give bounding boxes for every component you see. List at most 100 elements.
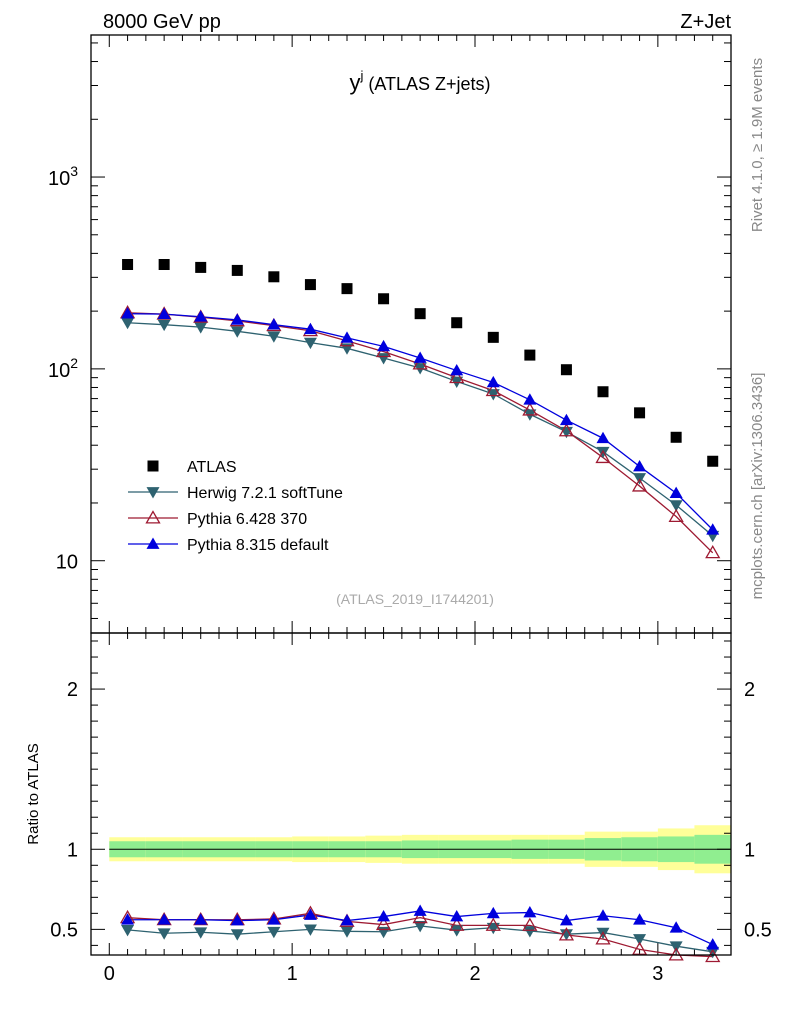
x-tick-label: 0 — [104, 963, 115, 985]
energy-label: 8000 GeV pp — [103, 11, 221, 33]
main-series-point — [194, 310, 208, 322]
ratio-series-point — [485, 917, 501, 931]
ratio-series-point — [669, 921, 683, 933]
main-series-point — [413, 351, 427, 363]
main-series-point — [449, 369, 465, 384]
main-y-tick-base: 10 — [48, 360, 70, 382]
main-series-point — [485, 382, 501, 397]
ratio-series-point — [157, 928, 171, 940]
main-y-tick-label: 103 — [48, 163, 78, 190]
main-series-point — [412, 356, 428, 370]
main-y-tick-label: 102 — [48, 355, 78, 382]
ratio-series-point — [375, 916, 392, 931]
legend-label: Pythia 8.315 default — [187, 537, 329, 554]
chart-title-rest: (ATLAS Z+jets) — [363, 74, 490, 94]
ratio-series-point — [413, 920, 427, 933]
main-series-point — [194, 322, 208, 334]
ratio-series-point — [669, 941, 683, 953]
ratio-series-point — [377, 910, 391, 922]
main-series-point — [486, 375, 500, 388]
ratio-series-point — [559, 914, 573, 926]
ratio-series-point — [450, 925, 464, 937]
ratio-series-point — [596, 909, 610, 921]
main-y-tick-exponent: 2 — [70, 355, 78, 371]
ratio-series-point — [194, 927, 208, 939]
atlas-data-point — [341, 283, 353, 295]
main-series-point — [558, 423, 575, 437]
atlas-data-point — [597, 386, 609, 398]
ratio-series-point — [631, 941, 648, 955]
main-series-point — [450, 364, 464, 376]
main-series-point — [522, 402, 538, 416]
ratio-series-point — [413, 904, 427, 916]
main-series-point — [668, 508, 684, 523]
ratio-frame — [90, 632, 732, 956]
x-tick-label: 3 — [652, 963, 663, 985]
main-series-point — [595, 449, 611, 464]
ratio-series-point — [523, 926, 537, 938]
main-y-tick-base: 10 — [48, 168, 70, 190]
main-series-point — [705, 544, 721, 559]
atlas-data-point — [122, 259, 134, 271]
main-series-point — [230, 326, 244, 338]
main-series-point — [303, 322, 317, 335]
x-tick-label: 2 — [469, 963, 480, 985]
atlas-data-point — [158, 259, 170, 271]
ratio-series-layer — [119, 904, 721, 963]
atlas-data-point — [707, 455, 719, 467]
atlas-data-point — [451, 317, 463, 329]
ratio-series-point — [121, 913, 135, 925]
ratio-series-point — [450, 910, 464, 922]
atlas-data-point — [304, 279, 316, 291]
main-series-point — [596, 446, 610, 459]
main-series-point — [121, 317, 135, 330]
ratio-series-point — [668, 947, 684, 961]
ratio-series-point — [340, 926, 354, 938]
main-axis-ticks — [90, 35, 732, 633]
legend-marker — [145, 510, 161, 524]
mcplots-label: mcplots.cern.ch [arXiv:1306.3436] — [749, 373, 766, 600]
ratio-series-point — [377, 926, 391, 939]
ratio-series-point — [121, 924, 135, 937]
legend-label: ATLAS — [187, 459, 237, 476]
ratio-series-point — [633, 913, 647, 925]
main-series-point — [267, 318, 281, 330]
main-series-point — [706, 523, 720, 535]
main-series-point — [559, 413, 573, 426]
ratio-series-point — [157, 913, 171, 925]
main-series-point — [669, 500, 683, 512]
main-series-point — [633, 459, 647, 472]
ratio-series-point — [522, 917, 538, 931]
atlas-data-point — [195, 261, 207, 273]
ratio-series-point — [303, 924, 317, 936]
ratio-series-point — [595, 931, 611, 945]
ratio-y-tick-label-right: 1 — [744, 839, 755, 861]
main-series-point — [669, 486, 683, 499]
ratio-series-point — [559, 929, 573, 941]
main-series-point — [267, 331, 281, 343]
atlas-data-point — [268, 271, 280, 283]
x-tick-label: 1 — [287, 963, 298, 985]
atlas-data-point — [670, 431, 682, 443]
main-series-point — [303, 337, 317, 350]
atlas-data-point — [560, 364, 572, 376]
process-label: Z+Jet — [680, 11, 731, 33]
main-series-point — [340, 331, 354, 343]
ratio-series-point — [412, 909, 428, 924]
ratio-series-point — [230, 914, 244, 926]
ratio-series-point — [558, 927, 575, 941]
analysis-label: (ATLAS_2019_I1744201) — [336, 591, 494, 607]
main-y-tick-label: 10 — [56, 552, 78, 574]
ratio-panel: 0.5 0.5 1 1 2 2 0 1 2 3 Ratio to ATLAS — [25, 632, 772, 985]
x-tick-labels: 0 1 2 3 — [104, 963, 664, 985]
ratio-y-tick-labels: 0.5 0.5 1 1 2 2 — [50, 679, 772, 941]
ratio-y-axis-label: Ratio to ATLAS — [25, 743, 42, 844]
ratio-series-point — [449, 917, 465, 931]
main-y-tick-base: 10 — [56, 552, 78, 574]
ratio-y-tick-label: 0.5 — [50, 919, 78, 941]
chart-title-main: y — [349, 70, 360, 95]
ratio-y-tick-label-right: 0.5 — [744, 919, 772, 941]
